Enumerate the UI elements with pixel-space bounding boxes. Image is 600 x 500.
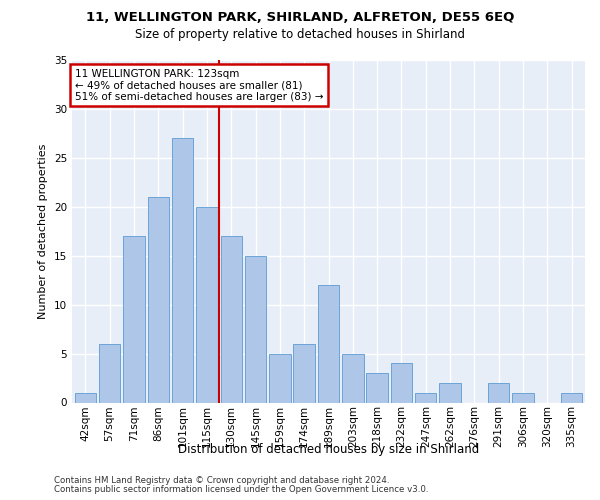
- Bar: [367, 373, 388, 402]
- Bar: [99, 344, 121, 403]
- Bar: [74, 392, 96, 402]
- Text: Distribution of detached houses by size in Shirland: Distribution of detached houses by size …: [178, 442, 479, 456]
- Bar: [196, 207, 218, 402]
- Bar: [124, 236, 145, 402]
- Bar: [245, 256, 266, 402]
- Bar: [148, 197, 169, 402]
- Bar: [293, 344, 315, 403]
- Bar: [221, 236, 242, 402]
- Bar: [342, 354, 364, 403]
- Bar: [318, 285, 339, 403]
- Text: Contains HM Land Registry data © Crown copyright and database right 2024.: Contains HM Land Registry data © Crown c…: [54, 476, 389, 485]
- Bar: [512, 392, 534, 402]
- Text: 11, WELLINGTON PARK, SHIRLAND, ALFRETON, DE55 6EQ: 11, WELLINGTON PARK, SHIRLAND, ALFRETON,…: [86, 11, 514, 24]
- Bar: [269, 354, 290, 403]
- Bar: [439, 383, 461, 402]
- Bar: [561, 392, 583, 402]
- Bar: [415, 392, 436, 402]
- Bar: [172, 138, 193, 402]
- Y-axis label: Number of detached properties: Number of detached properties: [38, 144, 49, 319]
- Bar: [488, 383, 509, 402]
- Text: 11 WELLINGTON PARK: 123sqm
← 49% of detached houses are smaller (81)
51% of semi: 11 WELLINGTON PARK: 123sqm ← 49% of deta…: [74, 68, 323, 102]
- Text: Size of property relative to detached houses in Shirland: Size of property relative to detached ho…: [135, 28, 465, 41]
- Text: Contains public sector information licensed under the Open Government Licence v3: Contains public sector information licen…: [54, 485, 428, 494]
- Bar: [391, 364, 412, 403]
